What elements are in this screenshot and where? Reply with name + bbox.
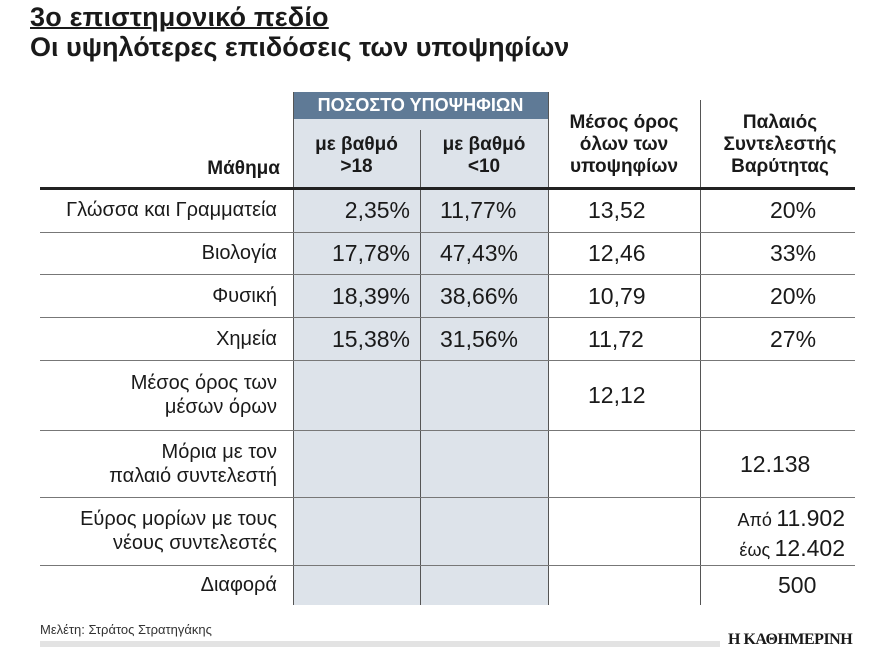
- summary-label: Εύρος μορίων με τους νέους συντελεστές: [30, 497, 277, 565]
- diff-value: 500: [778, 572, 817, 598]
- label-line: νέους συντελεστές: [113, 532, 277, 554]
- range-to: 12.402: [774, 535, 845, 561]
- title: 3ο επιστημονικό πεδίο: [30, 2, 329, 32]
- group-header: ΠΟΣΟΣΤΟ ΥΠΟΨΗΦΙΩΝ: [293, 92, 548, 119]
- old-points-value: 12.138: [740, 450, 811, 477]
- row-rule: [40, 232, 855, 233]
- header-coef: Παλαιός Συντελεστής Βαρύτητας: [700, 112, 860, 178]
- cell-coef: 20%: [770, 282, 817, 309]
- row-rule: [40, 317, 855, 318]
- row-rule: [40, 497, 855, 498]
- header-rule: [40, 187, 855, 190]
- cell-lt10: 11,77%: [440, 197, 517, 223]
- cell-lt10: 47,43%: [440, 240, 519, 266]
- cell-lt10: 31,56%: [440, 325, 519, 352]
- divider: [420, 130, 421, 605]
- summary-label: Διαφορά: [200, 574, 277, 596]
- divider: [293, 92, 294, 605]
- divider: [548, 92, 549, 605]
- range-from: 11.902: [776, 505, 845, 531]
- cell-avg: 11,72: [588, 325, 644, 352]
- header-line: Βαρύτητας: [731, 156, 829, 177]
- avg-of-avgs-value: 12,12: [588, 382, 646, 408]
- cell-gt18: 2,35%: [344, 197, 410, 223]
- cell-coef: 27%: [770, 325, 817, 352]
- label-line: Μόρια με τον: [161, 440, 277, 463]
- subtitle: Οι υψηλότερες επιδόσεις των υποψηφίων: [30, 32, 570, 62]
- cell-gt18: 17,78%: [331, 240, 410, 266]
- header-line: >18: [340, 156, 373, 177]
- range-value: Από 11.902 έως 12.402: [700, 505, 845, 565]
- from-word: Από: [737, 510, 772, 530]
- cell-subject: Φυσική: [212, 284, 277, 307]
- cell-coef: 33%: [770, 240, 817, 266]
- header-line: με βαθμό: [442, 134, 526, 155]
- to-word: έως: [739, 540, 771, 560]
- label-line: παλαιό συντελεστή: [109, 464, 277, 487]
- cell-subject: Γλώσσα και Γραμματεία: [66, 199, 277, 221]
- cell-gt18: 18,39%: [331, 282, 410, 309]
- cell-subject: Χημεία: [216, 327, 277, 350]
- footer-bar: [40, 641, 720, 647]
- row-rule: [40, 274, 855, 275]
- row-rule: [40, 360, 855, 361]
- cell-gt18: 15,38%: [331, 325, 410, 352]
- header-line: Μέσος όρος: [569, 112, 679, 133]
- logo: Η ΚΑΘΗΜΕΡΙΝΗ: [728, 631, 853, 648]
- divider: [700, 100, 701, 605]
- summary-label: Μόρια με τον παλαιό συντελεστή: [30, 430, 277, 497]
- cell-subject: Βιολογία: [201, 242, 277, 264]
- row-rule: [40, 565, 855, 566]
- cell-avg: 13,52: [588, 197, 646, 223]
- cell-lt10: 38,66%: [440, 282, 519, 309]
- cell-avg: 12,46: [588, 240, 646, 266]
- header-line: όλων των: [579, 134, 669, 155]
- header-line: <10: [467, 156, 501, 177]
- cell-coef: 20%: [770, 197, 817, 223]
- header-line: Συντελεστής: [723, 134, 837, 155]
- label-line: Εύρος μορίων με τους: [80, 508, 277, 530]
- label-line: Μέσος όρος των: [130, 372, 277, 394]
- header-lt10: με βαθμό <10: [420, 134, 548, 178]
- header-line: υποψηφίων: [569, 156, 679, 177]
- header-line: Παλαιός: [742, 112, 818, 133]
- label-line: μέσων όρων: [164, 396, 277, 418]
- header-avg: Μέσος όρος όλων των υποψηφίων: [548, 112, 700, 178]
- credit: Μελέτη: Στράτος Στρατηγάκης: [40, 622, 212, 637]
- header-line: με βαθμό: [315, 134, 398, 155]
- row-rule: [40, 430, 855, 431]
- header-subject: Μάθημα: [207, 158, 280, 179]
- summary-label: Μέσος όρος των μέσων όρων: [30, 360, 277, 430]
- header-gt18: με βαθμό >18: [293, 134, 420, 178]
- cell-avg: 10,79: [588, 282, 646, 309]
